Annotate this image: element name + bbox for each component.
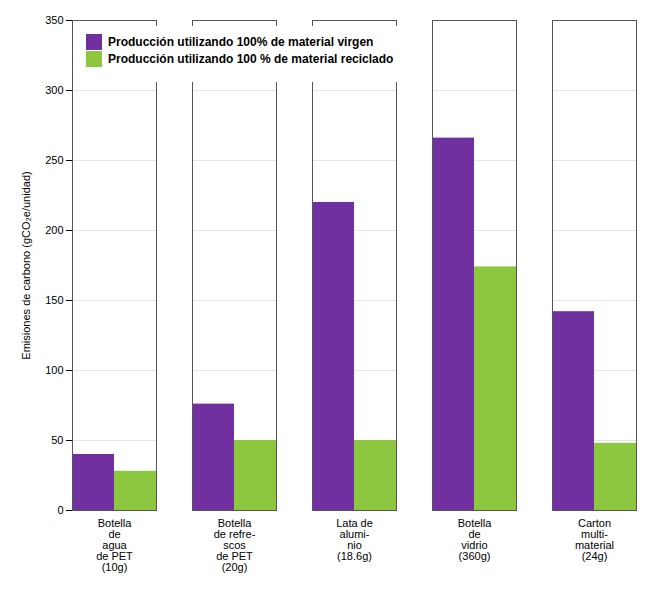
svg-text:0: 0 [57, 504, 63, 516]
svg-text:50: 50 [51, 434, 63, 446]
html-text:Producción utilizando 100% de: Producción utilizando 100% de material v… [108, 35, 374, 49]
svg-text:Lata dealumi-nio(18.6g): Lata dealumi-nio(18.6g) [336, 517, 373, 562]
svg-text:200: 200 [45, 224, 63, 236]
svg-text:300: 300 [45, 84, 63, 96]
svg-text:150: 150 [45, 294, 63, 306]
svg-text:350: 350 [45, 14, 63, 26]
svg-text:250: 250 [45, 154, 63, 166]
svg-text:Botellade refre-scosde PET(20g: Botellade refre-scosde PET(20g) [214, 517, 256, 573]
html-text:Producción utilizando 100 % de: Producción utilizando 100 % de material … [108, 52, 394, 66]
svg-text:Emisiones de carbono (gCO₂e/un: Emisiones de carbono (gCO₂e/unidad) [20, 171, 32, 359]
svg-text:100: 100 [45, 364, 63, 376]
svg-text:Botelladevidrio(360g): Botelladevidrio(360g) [458, 517, 493, 562]
svg-text:Botelladeaguade PET(10g): Botelladeaguade PET(10g) [96, 517, 133, 573]
svg-text:Cartonmulti-material(24g): Cartonmulti-material(24g) [575, 517, 614, 562]
